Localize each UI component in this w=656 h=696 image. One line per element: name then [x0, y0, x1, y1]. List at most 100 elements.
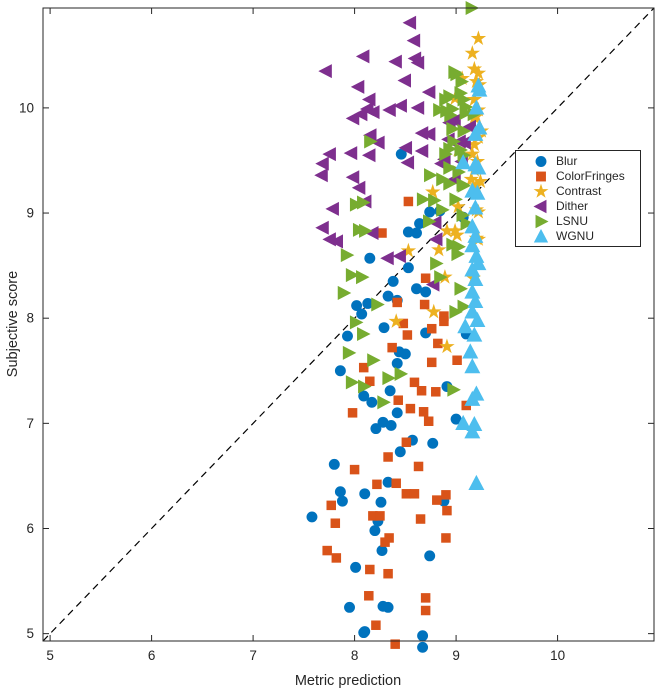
colorfringes-data-point: [416, 385, 427, 396]
y-tick-label: 7: [26, 416, 34, 431]
blur-data-point: [391, 407, 403, 419]
wgnu-data-point: [462, 343, 479, 359]
dither-data-point: [318, 64, 332, 79]
contrast-data-point: [470, 30, 487, 46]
contrast-data-point: [466, 136, 483, 152]
y-tick-label: 9: [26, 206, 34, 221]
dither-data-point: [345, 111, 360, 126]
blur-data-point: [414, 218, 426, 230]
colorfringes-data-point: [387, 342, 397, 353]
lsnu-data-point: [439, 92, 453, 107]
legend-marker-shape: [536, 171, 546, 182]
legend: Blur ColorFringes Contrast Dither LSNU WGNU: [515, 150, 641, 247]
lsnu-data-point: [444, 108, 458, 123]
dither-data-point: [315, 220, 329, 235]
dither-data-point: [397, 73, 412, 88]
legend-marker-shape: [535, 214, 549, 229]
wgnu-data-point: [467, 270, 484, 286]
colorfringes-data-point: [413, 461, 424, 472]
colorfringes-data-point: [402, 330, 413, 340]
legend-item-wgnu: WGNU: [516, 229, 640, 244]
colorfringes-data-point: [358, 362, 369, 373]
lsnu-data-point: [460, 216, 475, 231]
blur-data-point: [378, 322, 390, 334]
dither-data-point: [462, 119, 476, 134]
lsnu-data-point: [382, 371, 396, 386]
blur-data-point: [370, 423, 382, 435]
colorfringes-data-point: [426, 357, 437, 368]
lsnu-data-point: [450, 67, 464, 82]
colorfringes-data-point: [383, 568, 393, 579]
colorfringes-data-point: [403, 196, 414, 207]
wgnu-data-point: [471, 81, 488, 97]
colorfringes-data-point: [401, 437, 412, 448]
colorfringes-data-point: [393, 395, 403, 405]
dither-data-point: [393, 98, 407, 113]
contrast-data-point: [470, 65, 487, 80]
blur-data-point: [344, 601, 355, 613]
blur-data-point: [356, 308, 368, 320]
lsnu-data-point: [459, 106, 474, 121]
dither-data-point: [421, 85, 436, 100]
lsnu-data-point: [447, 382, 461, 397]
dither-data-point: [380, 251, 394, 266]
blur-data-point: [366, 396, 378, 408]
dither-data-point: [345, 170, 360, 185]
dither-data-point: [410, 100, 425, 115]
x-tick-label: 6: [148, 648, 156, 663]
wgnu-data-point: [468, 474, 485, 490]
colorfringes-data-point: [419, 299, 430, 310]
lsnu-data-point: [451, 247, 465, 262]
blur-data-point: [394, 446, 406, 458]
blur-data-point: [336, 495, 348, 507]
blur-data-point: [411, 227, 422, 239]
dither-data-point: [400, 155, 415, 170]
blur-data-point: [351, 300, 363, 312]
blur-data-point: [417, 630, 429, 642]
blur-data-point: [385, 419, 397, 431]
colorfringes-data-point: [432, 495, 442, 505]
lsnu-legend-marker-icon: [535, 214, 549, 229]
lsnu-data-point: [436, 202, 450, 217]
lsnu-data-point: [357, 195, 371, 210]
blur-data-point: [399, 348, 411, 360]
lsnu-data-point: [428, 193, 442, 208]
wgnu-data-point: [467, 199, 484, 215]
contrast-data-point: [439, 222, 455, 238]
y-tick-label: 5: [26, 626, 34, 641]
dither-data-point: [414, 126, 429, 141]
dither-data-point: [353, 107, 368, 122]
dither-data-point: [398, 140, 413, 155]
blur-legend-marker-icon: [535, 156, 547, 167]
wgnu-data-point: [464, 182, 481, 198]
dither-data-point: [343, 146, 358, 161]
lsnu-data-point: [359, 223, 373, 238]
blur-data-point: [382, 601, 394, 613]
wgnu-data-point: [468, 99, 485, 115]
contrast-data-point: [454, 70, 470, 85]
blur-data-point: [384, 385, 396, 397]
lsnu-data-point: [454, 281, 468, 296]
contrast-data-point: [447, 222, 463, 238]
colorfringes-data-point: [439, 311, 449, 321]
blur-data-point: [411, 283, 422, 295]
colorfringes-data-point: [365, 376, 375, 387]
blur-data-point: [369, 525, 381, 537]
lsnu-data-point: [423, 214, 437, 229]
blur-data-point: [402, 226, 414, 238]
contrast-data-point: [466, 60, 483, 76]
legend-label: LSNU: [556, 214, 589, 228]
legend-label: Contrast: [556, 184, 602, 198]
lsnu-data-point: [345, 268, 360, 283]
x-axis-label: Metric prediction: [294, 673, 402, 689]
lsnu-data-point: [337, 285, 352, 300]
wgnu-data-point: [469, 311, 486, 327]
colorfringes-data-point: [322, 545, 332, 556]
lsnu-data-point: [449, 304, 463, 319]
lsnu-data-point: [436, 172, 450, 187]
legend-marker-shape: [533, 199, 547, 214]
colorfringes-data-point: [418, 407, 429, 417]
wgnu-data-point: [466, 326, 483, 342]
lsnu-data-point: [449, 192, 463, 207]
dither-data-point: [382, 102, 396, 118]
